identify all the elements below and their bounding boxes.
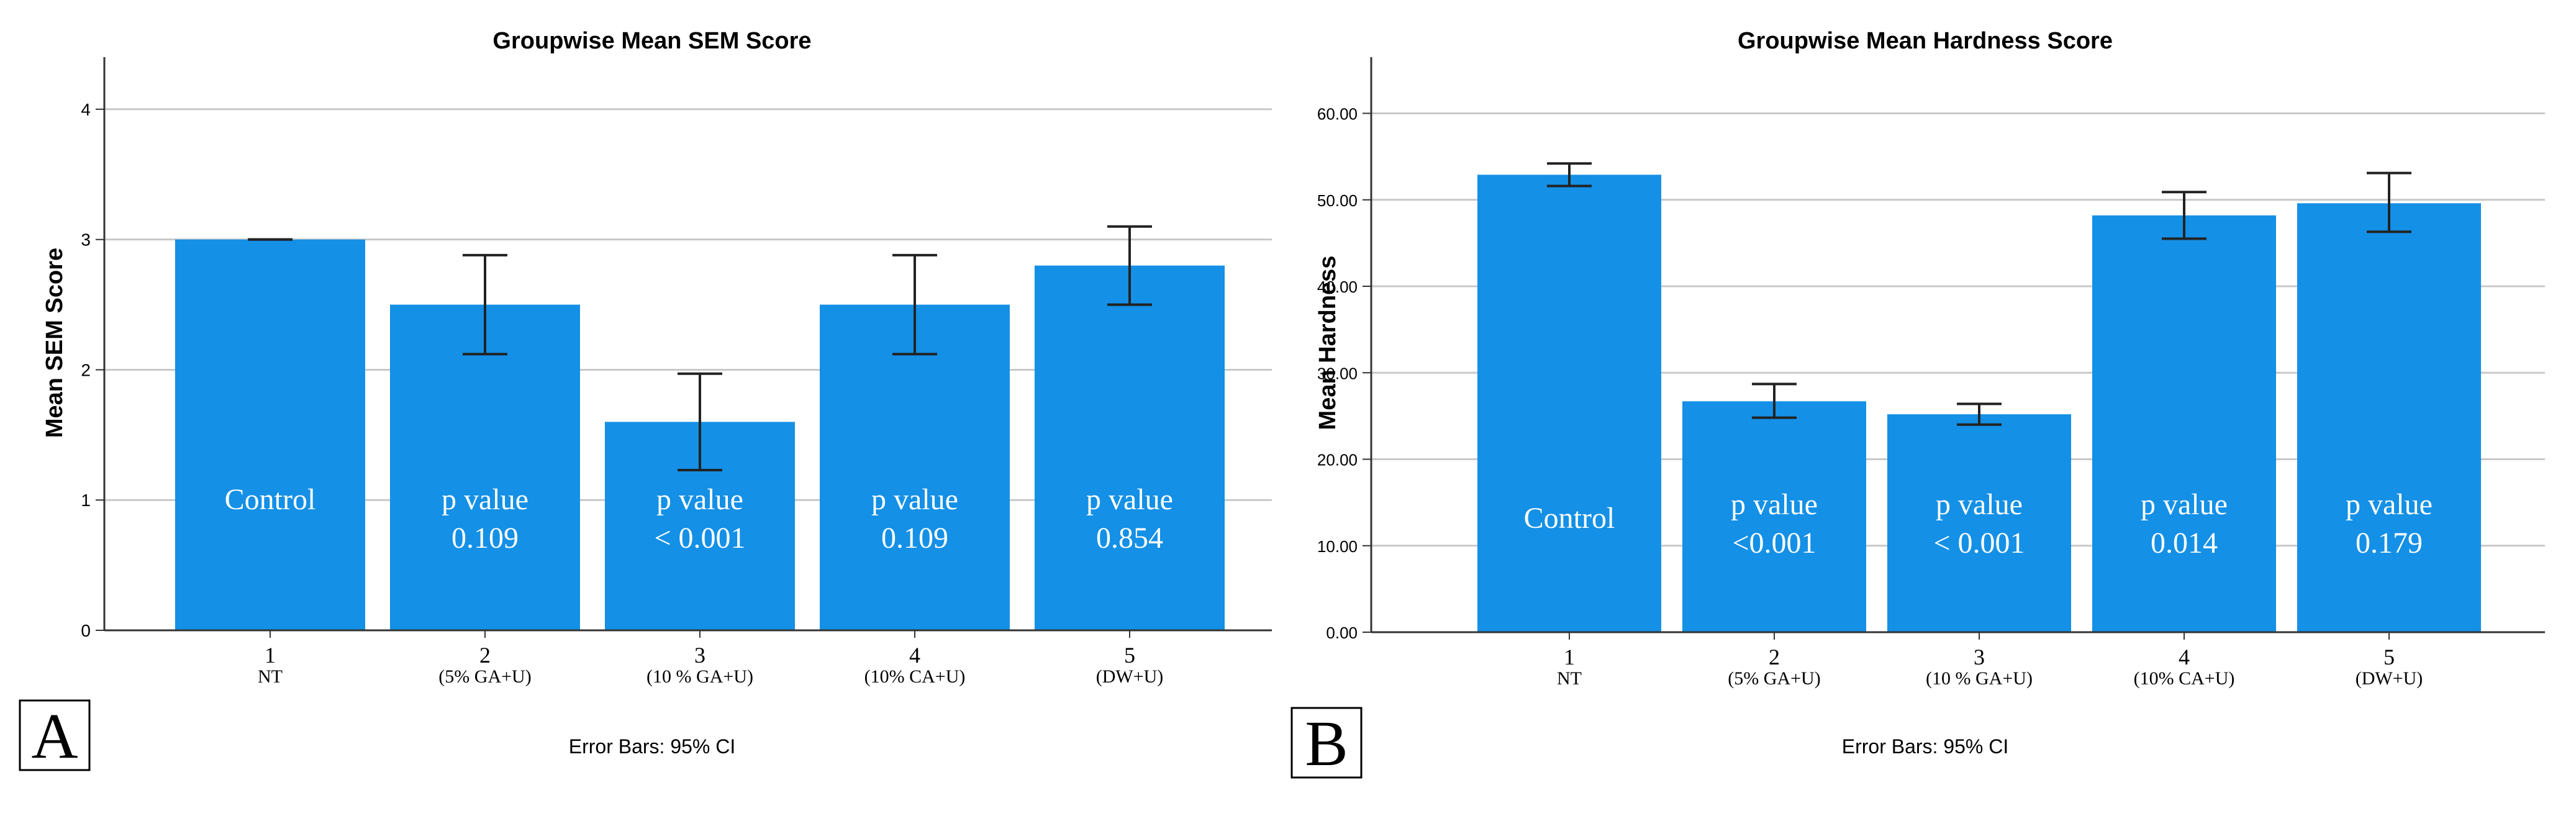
y-tick-label: 4 [81, 100, 91, 119]
x-tick-sublabel: (10% CA+U) [2134, 668, 2235, 689]
bar [390, 304, 580, 630]
x-tick-label: 5 [2383, 645, 2395, 669]
bar-label: Control [225, 483, 316, 516]
x-tick-label: 4 [909, 643, 920, 668]
bar-label: Control [1524, 502, 1615, 535]
bar [1887, 414, 2071, 632]
panel-label: A [31, 700, 78, 772]
x-tick-sublabel: (DW+U) [1096, 666, 1164, 687]
bar-label-pvalue-caption: p value [656, 483, 743, 516]
bar-label-pvalue-caption: p value [1731, 488, 1818, 521]
y-tick-label: 1 [81, 491, 91, 510]
y-tick-label: 0 [81, 621, 91, 640]
panel-label-box [19, 699, 91, 771]
chart-title: Groupwise Mean SEM Score [492, 28, 811, 54]
y-tick-label: 50.00 [1317, 191, 1358, 210]
x-tick-label: 5 [1124, 643, 1135, 668]
x-tick-label: 4 [2179, 645, 2190, 669]
x-tick-label: 1 [1564, 645, 1575, 669]
bar-label-pvalue-caption: p value [2346, 488, 2433, 521]
bar-label-pvalue-caption: p value [2141, 488, 2228, 521]
y-tick-label: 30.00 [1317, 364, 1358, 383]
bar-label-pvalue: 0.854 [1096, 522, 1163, 555]
x-tick-label: 2 [1769, 645, 1780, 669]
chart-title: Groupwise Mean Hardness Score [1738, 28, 2113, 54]
y-tick-label: 10.00 [1317, 537, 1358, 556]
y-axis-label: Mean Hardness [1315, 256, 1341, 430]
error-bars-footnote: Error Bars: 95% CI [1842, 735, 2009, 758]
x-tick-sublabel: (10 % GA+U) [1926, 668, 2033, 689]
y-axis-label: Mean SEM Score [42, 248, 68, 438]
panel-label-box [1290, 707, 1363, 779]
bar [1035, 265, 1225, 630]
x-tick-label: 1 [265, 643, 276, 668]
bar-label-pvalue: 0.109 [881, 522, 948, 555]
panel-b: Control p value <0.001 p value < 0.001 p valu… [1290, 28, 2545, 779]
x-tick-sublabel: NT [258, 666, 283, 687]
bar-label-pvalue: 0.179 [2356, 527, 2423, 560]
x-tick-label: 3 [1974, 645, 1985, 669]
x-tick-sublabel: (5% GA+U) [438, 666, 531, 687]
bar-label-pvalue: 0.109 [451, 522, 519, 555]
x-tick-sublabel: (10% CA+U) [864, 666, 966, 687]
x-tick-sublabel: (DW+U) [2356, 668, 2423, 689]
error-bars-footnote: Error Bars: 95% CI [569, 735, 736, 758]
x-tick-sublabel: (5% GA+U) [1728, 668, 1820, 689]
bar-label-pvalue-caption: p value [1086, 483, 1173, 516]
bar [2297, 203, 2481, 632]
x-tick-sublabel: (10 % GA+U) [646, 666, 753, 687]
y-tick-label: 2 [81, 360, 91, 379]
bar [1477, 175, 1661, 632]
bar-label-pvalue: < 0.001 [1933, 527, 2025, 560]
x-tick-label: 2 [479, 643, 491, 668]
bar-label-pvalue-caption: p value [1936, 488, 2023, 521]
bar-label-pvalue: 0.014 [2151, 527, 2218, 560]
bar [1682, 401, 1866, 632]
bar [820, 304, 1010, 630]
panel-label: B [1305, 708, 1348, 779]
bar-label-pvalue: < 0.001 [654, 522, 745, 555]
bar [2092, 215, 2276, 632]
y-tick-label: 20.00 [1317, 451, 1358, 469]
bar-label-pvalue-caption: p value [871, 483, 958, 516]
bar-label-pvalue-caption: p value [442, 483, 528, 516]
x-tick-sublabel: NT [1557, 668, 1582, 689]
bar-label-pvalue: <0.001 [1732, 527, 1816, 560]
y-tick-label: 40.00 [1317, 278, 1358, 296]
x-tick-label: 3 [694, 643, 705, 668]
y-tick-label: 3 [81, 230, 91, 250]
bar [175, 239, 365, 630]
panel-a: Control p value 0.109 p value < 0.001 p value… [19, 28, 1272, 772]
y-tick-label: 0.00 [1326, 623, 1358, 642]
y-tick-label: 60.00 [1317, 105, 1358, 124]
